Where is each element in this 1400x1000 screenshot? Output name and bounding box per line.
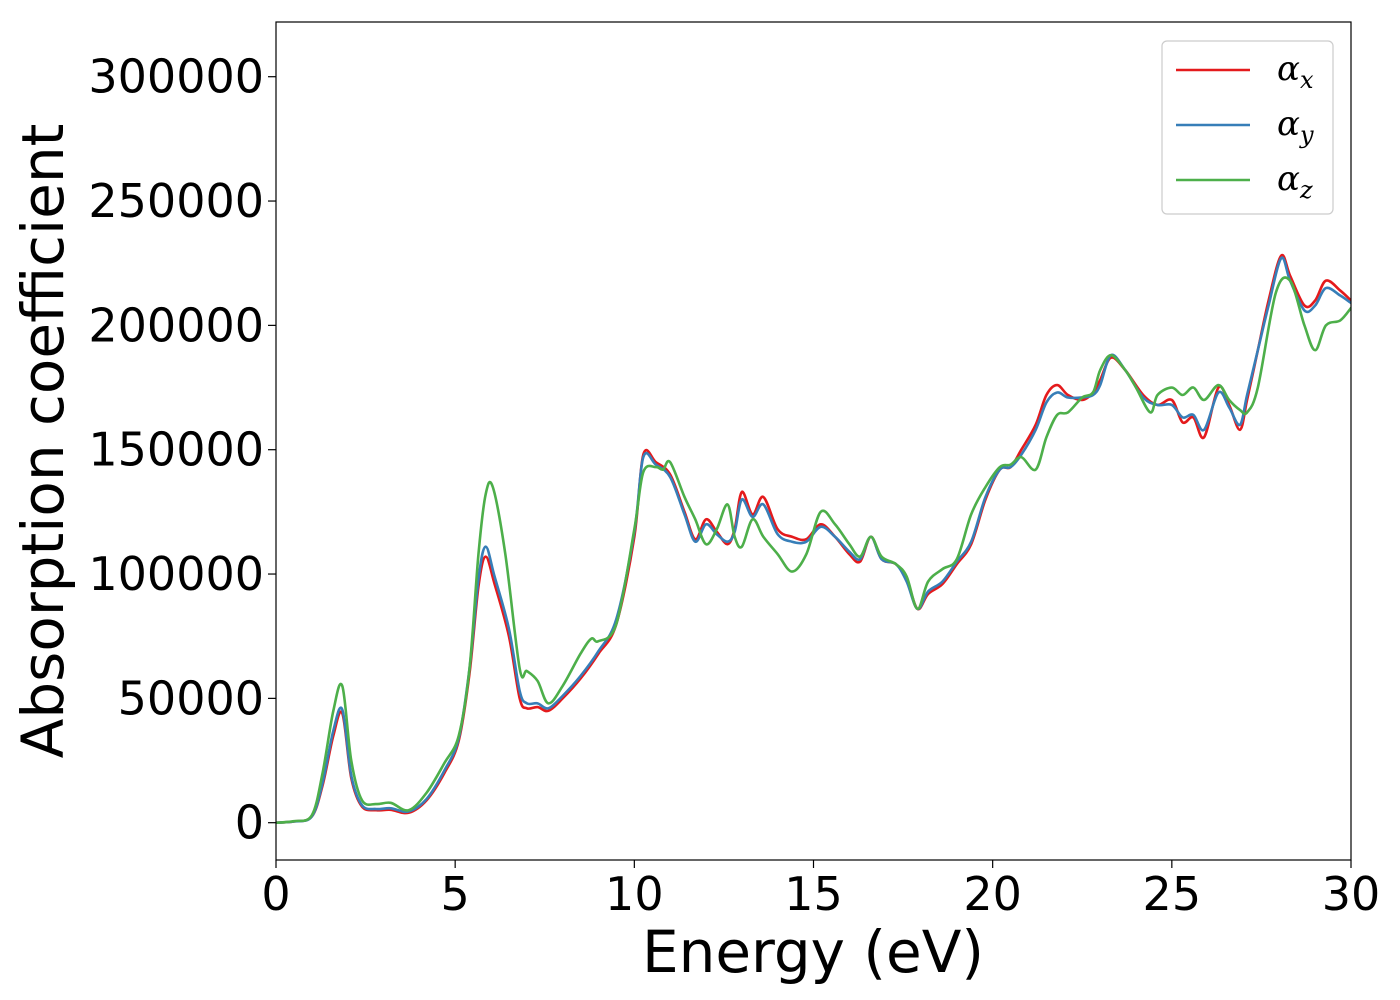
legend-label-base: α bbox=[1277, 49, 1300, 89]
y-tick-label: 0 bbox=[235, 796, 264, 850]
x-tick-label: 25 bbox=[1143, 867, 1202, 921]
legend-label-base: α bbox=[1277, 104, 1300, 144]
x-tick-label: 20 bbox=[963, 867, 1022, 921]
y-tick-label: 100000 bbox=[88, 547, 264, 601]
y-tick-label: 300000 bbox=[88, 50, 264, 104]
legend-label-x: αx bbox=[1277, 49, 1314, 94]
legend-box bbox=[1161, 40, 1334, 215]
x-axis-title: Energy (eV) bbox=[642, 918, 984, 986]
y-tick-label: 200000 bbox=[88, 298, 264, 352]
x-tick-label: 10 bbox=[605, 867, 664, 921]
x-tick-label: 0 bbox=[261, 867, 290, 921]
series-layer bbox=[276, 253, 1351, 824]
legend-label-subscript: z bbox=[1299, 176, 1313, 204]
legend-label-base: α bbox=[1277, 159, 1300, 199]
legend-label-z: αz bbox=[1277, 159, 1313, 204]
x-axis: 0 5 10 15 20 25 30 bbox=[261, 860, 1380, 921]
legend-label-subscript: x bbox=[1300, 66, 1314, 94]
y-axis: 0 50000 100000 150000 200000 250000 300000 bbox=[88, 50, 276, 850]
legend-label-y: αy bbox=[1277, 104, 1314, 149]
y-tick-label: 50000 bbox=[118, 671, 264, 725]
x-tick-label: 5 bbox=[441, 867, 470, 921]
y-tick-label: 150000 bbox=[88, 423, 264, 477]
y-tick-label: 250000 bbox=[88, 174, 264, 228]
x-tick-label: 15 bbox=[784, 867, 843, 921]
series-line-z bbox=[276, 276, 1351, 824]
x-tick-label: 30 bbox=[1322, 867, 1381, 921]
y-axis-title: Absorption coefficient bbox=[9, 124, 77, 759]
legend-label-subscript: y bbox=[1299, 121, 1314, 149]
